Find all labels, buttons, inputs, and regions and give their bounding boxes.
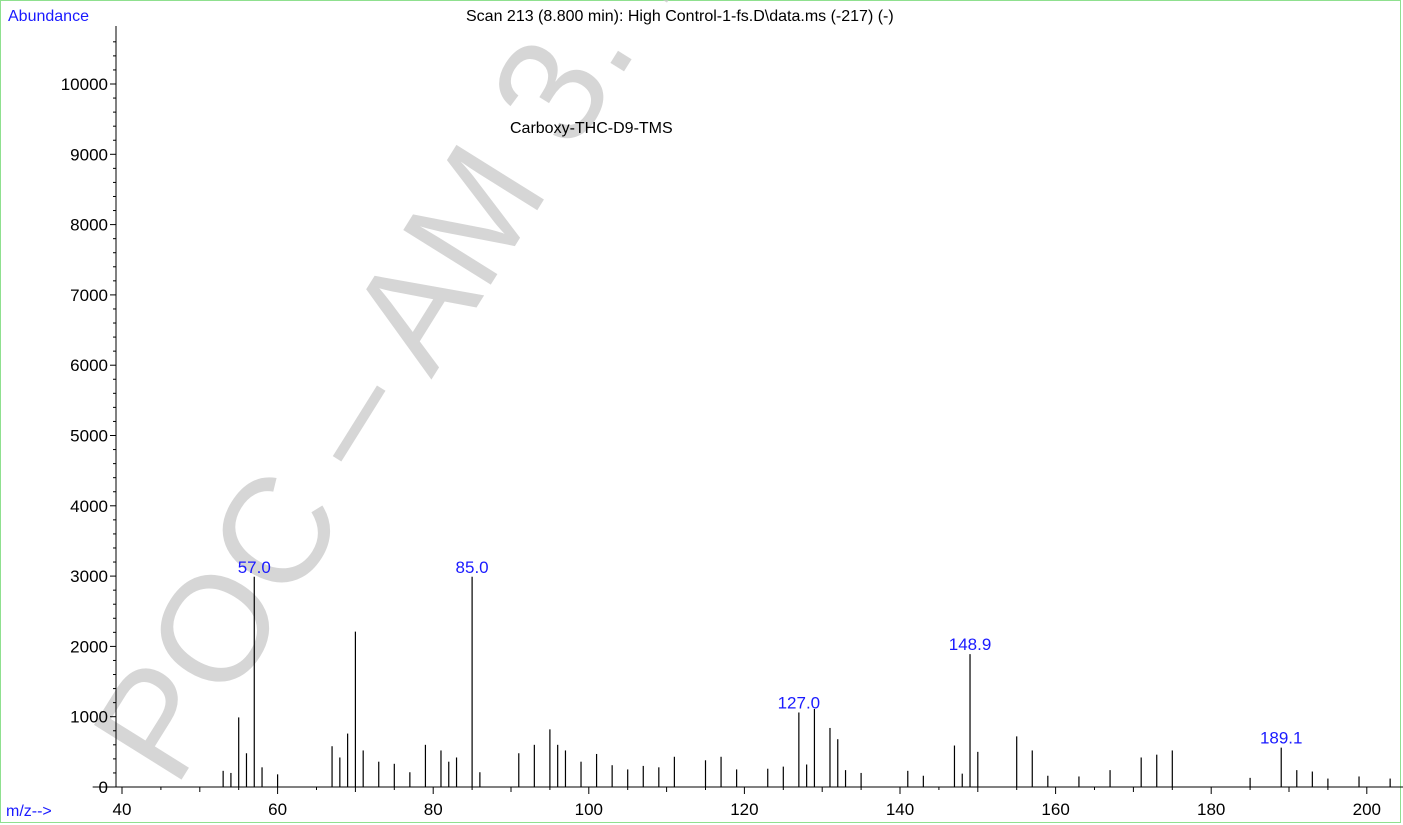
x-tick-label: 160	[1041, 800, 1069, 819]
y-axis-label: Abundance	[8, 8, 89, 25]
y-tick-label: 4000	[70, 497, 108, 516]
x-tick-label: 80	[424, 800, 443, 819]
peak-label: 127.0	[778, 693, 821, 712]
peak-label: 189.1	[1260, 729, 1303, 748]
y-tick-label: 1000	[70, 708, 108, 727]
x-tick-label: 120	[730, 800, 758, 819]
y-tick-label: 3000	[70, 567, 108, 586]
y-tick-label: 5000	[70, 427, 108, 446]
peak-label: 57.0	[238, 558, 271, 577]
x-tick-label: 180	[1197, 800, 1225, 819]
peaks	[222, 576, 1391, 787]
x-tick-label: 100	[575, 800, 603, 819]
x-tick-label: 40	[113, 800, 132, 819]
compound-label: Carboxy-THC-D9-TMS	[510, 120, 673, 137]
x-tick-label: 200	[1353, 800, 1381, 819]
y-tick-label: 6000	[70, 356, 108, 375]
x-axis-label: m/z-->	[6, 803, 52, 820]
y-tick-label: 10000	[61, 75, 108, 94]
watermark-text: POC – AM 3. 10.	[60, 0, 799, 807]
y-tick-label: 2000	[70, 637, 108, 656]
chart-title: Scan 213 (8.800 min): High Control-1-fs.…	[466, 8, 894, 25]
x-tick-label: 140	[886, 800, 914, 819]
y-tick-label: 7000	[70, 286, 108, 305]
y-tick-label: 8000	[70, 216, 108, 235]
y-tick-label: 9000	[70, 145, 108, 164]
x-ticks: 4060801001201401601802002202402602803003…	[113, 787, 1381, 819]
y-tick-label: 0	[99, 778, 108, 797]
y-ticks: 0 1000 2000 3000 4000 5000 6000 7000 8000 9000 100…	[61, 41, 116, 797]
peak-label: 85.0	[456, 558, 489, 577]
peak-labels: 57.085.0127.0148.9189.1211.7252.9281.030…	[238, 558, 1303, 748]
x-tick-label: 60	[268, 800, 287, 819]
peak-label: 148.9	[949, 635, 992, 654]
